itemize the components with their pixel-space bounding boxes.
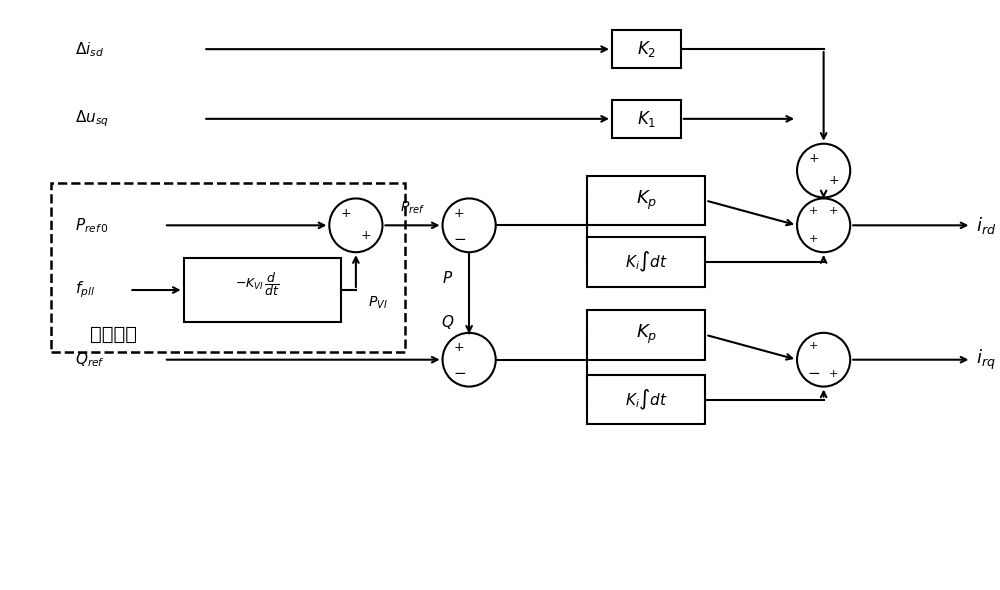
Bar — [184, 258, 341, 322]
Text: $i_{rd}$: $i_{rd}$ — [976, 215, 997, 236]
Text: +: + — [809, 341, 818, 351]
Circle shape — [329, 198, 382, 252]
Text: $K_1$: $K_1$ — [637, 109, 656, 129]
Text: $Q$: $Q$ — [441, 313, 454, 332]
Bar — [612, 100, 681, 137]
Circle shape — [797, 144, 850, 198]
Text: +: + — [828, 174, 839, 187]
Circle shape — [443, 198, 496, 252]
Text: $K_2$: $K_2$ — [637, 39, 656, 59]
Text: +: + — [809, 234, 818, 244]
Bar — [587, 310, 705, 360]
Bar — [587, 375, 705, 424]
Text: $\Delta u_{sq}$: $\Delta u_{sq}$ — [75, 109, 109, 129]
Circle shape — [797, 333, 850, 386]
Bar — [51, 182, 405, 352]
Text: $K_p$: $K_p$ — [636, 323, 657, 346]
Text: $\Delta i_{sd}$: $\Delta i_{sd}$ — [75, 40, 104, 58]
Text: $P_{ref}$: $P_{ref}$ — [400, 199, 425, 215]
Text: +: + — [829, 369, 838, 379]
Text: $-K_{VI}\,\dfrac{d}{dt}$: $-K_{VI}\,\dfrac{d}{dt}$ — [235, 270, 280, 298]
Text: +: + — [341, 207, 351, 220]
Text: +: + — [454, 207, 465, 220]
Bar — [612, 30, 681, 68]
Text: $f_{pll}$: $f_{pll}$ — [75, 280, 95, 300]
Text: +: + — [809, 206, 818, 217]
Text: $-$: $-$ — [453, 364, 466, 379]
Text: 虚拟惯量: 虚拟惯量 — [90, 325, 137, 345]
Text: $i_{rq}$: $i_{rq}$ — [976, 348, 996, 372]
Text: $-$: $-$ — [453, 230, 466, 245]
Text: $P$: $P$ — [442, 270, 453, 286]
Text: +: + — [454, 341, 465, 354]
Bar — [587, 176, 705, 225]
Text: +: + — [360, 229, 371, 242]
Text: $K_i\int dt$: $K_i\int dt$ — [625, 388, 668, 412]
Text: +: + — [829, 206, 838, 217]
Bar — [587, 237, 705, 287]
Text: $-$: $-$ — [807, 364, 820, 379]
Circle shape — [797, 198, 850, 252]
Text: $P_{VI}$: $P_{VI}$ — [368, 295, 387, 312]
Circle shape — [443, 333, 496, 386]
Text: $K_p$: $K_p$ — [636, 189, 657, 212]
Text: $P_{ref\,0}$: $P_{ref\,0}$ — [75, 216, 109, 235]
Text: $K_i\int dt$: $K_i\int dt$ — [625, 250, 668, 274]
Text: $Q_{ref}$: $Q_{ref}$ — [75, 350, 105, 369]
Text: +: + — [808, 152, 819, 165]
